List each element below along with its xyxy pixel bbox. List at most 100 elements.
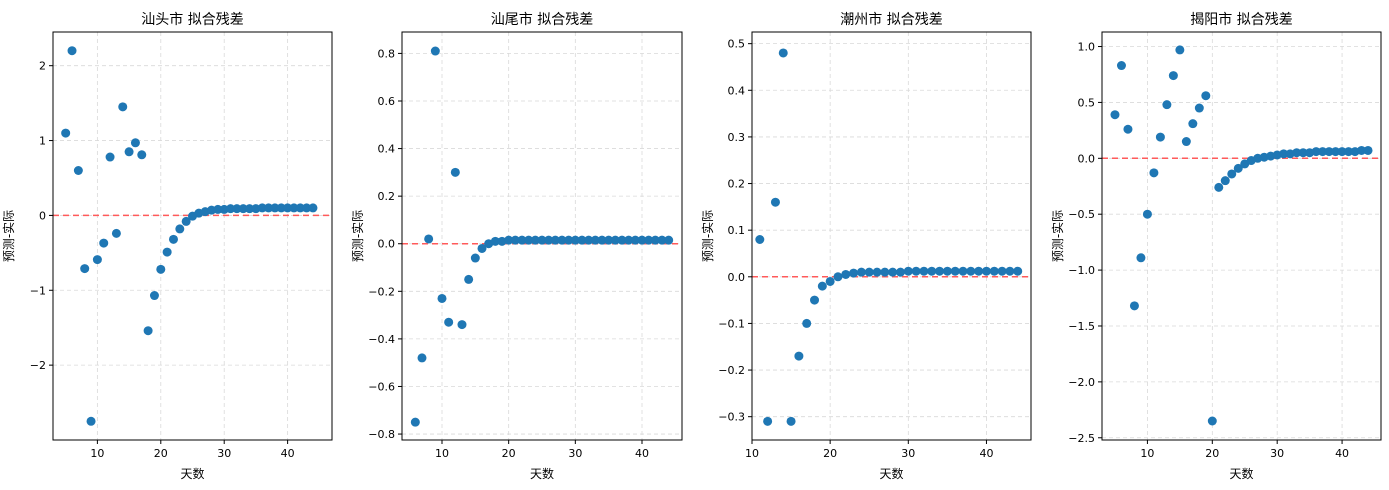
data-point bbox=[1110, 110, 1120, 120]
data-point bbox=[477, 243, 487, 253]
data-point bbox=[1331, 147, 1341, 157]
data-point bbox=[149, 291, 159, 301]
data-point bbox=[778, 48, 788, 58]
y-tick-label: −0.4 bbox=[368, 333, 395, 346]
data-point bbox=[637, 235, 647, 245]
data-point bbox=[880, 267, 890, 277]
data-point bbox=[270, 203, 280, 213]
plot-frame bbox=[52, 31, 333, 441]
data-point bbox=[245, 204, 255, 214]
data-point bbox=[1363, 145, 1373, 155]
data-point bbox=[584, 235, 594, 245]
data-point bbox=[544, 235, 554, 245]
data-point bbox=[1142, 209, 1152, 219]
data-point bbox=[919, 266, 929, 276]
x-axis-label: 天数 bbox=[879, 466, 903, 481]
data-point bbox=[308, 203, 318, 213]
data-point bbox=[118, 102, 128, 112]
data-point bbox=[264, 203, 274, 213]
data-point bbox=[517, 235, 527, 245]
data-point bbox=[1324, 147, 1334, 157]
data-point bbox=[557, 235, 567, 245]
x-tick-label: 20 bbox=[154, 447, 168, 460]
x-tick-label: 30 bbox=[901, 447, 915, 460]
y-tick-label: 0.5 bbox=[728, 38, 746, 51]
data-point bbox=[1227, 169, 1237, 179]
data-point bbox=[86, 416, 96, 426]
data-point bbox=[80, 264, 90, 274]
data-point bbox=[935, 266, 945, 276]
x-tick-label: 40 bbox=[281, 447, 295, 460]
x-tick-label: 40 bbox=[1335, 447, 1349, 460]
data-point bbox=[864, 267, 874, 277]
data-point bbox=[99, 238, 109, 248]
x-tick-label: 30 bbox=[1270, 447, 1284, 460]
data-point bbox=[786, 416, 796, 426]
data-point bbox=[1201, 91, 1211, 101]
data-point bbox=[1005, 266, 1015, 276]
data-point bbox=[156, 264, 166, 274]
data-point bbox=[1344, 147, 1354, 157]
y-tick-label: 0.4 bbox=[728, 84, 746, 97]
data-point bbox=[833, 272, 843, 282]
data-point bbox=[530, 235, 540, 245]
x-tick-label: 10 bbox=[745, 447, 759, 460]
data-point bbox=[550, 235, 560, 245]
y-tick-label: −1.0 bbox=[1068, 264, 1095, 277]
data-point bbox=[137, 150, 147, 160]
y-axis-label: 预测-实际 bbox=[350, 210, 365, 262]
y-tick-label: −0.2 bbox=[718, 364, 745, 377]
data-point bbox=[755, 234, 765, 244]
y-tick-label: −1 bbox=[30, 284, 46, 297]
data-point bbox=[490, 236, 500, 246]
data-point bbox=[1116, 61, 1126, 71]
data-point bbox=[238, 204, 248, 214]
data-point bbox=[825, 276, 835, 286]
chart-title: 汕尾市 拟合残差 bbox=[491, 11, 593, 28]
data-point bbox=[470, 253, 480, 263]
data-point bbox=[232, 204, 242, 214]
data-point bbox=[911, 266, 921, 276]
data-point bbox=[1214, 182, 1224, 192]
y-tick-label: 0.1 bbox=[728, 224, 746, 237]
data-point bbox=[162, 247, 172, 257]
x-axis-label: 天数 bbox=[180, 466, 204, 481]
panel-3: 10 20 30 40 −0.3 −0.2 −0.1 0.0 0.1 0.2 0.3 0.4 0.5 潮州… bbox=[700, 11, 1032, 481]
data-point bbox=[61, 128, 71, 138]
data-point bbox=[437, 293, 447, 303]
y-tick-label: 0.3 bbox=[728, 131, 746, 144]
y-tick-label: 0.0 bbox=[1078, 152, 1096, 165]
data-point bbox=[872, 267, 882, 277]
chart-title: 汕头市 拟合残差 bbox=[141, 11, 243, 28]
data-point bbox=[644, 235, 654, 245]
x-tick-label: 20 bbox=[1205, 447, 1219, 460]
data-point bbox=[105, 152, 115, 162]
data-point bbox=[1168, 71, 1178, 81]
plot-frame bbox=[1101, 31, 1382, 441]
data-point bbox=[650, 235, 660, 245]
x-axis-label: 天数 bbox=[1229, 466, 1253, 481]
data-point bbox=[464, 274, 474, 284]
y-tick-label: −2.0 bbox=[1068, 376, 1095, 389]
y-tick-label: 0.6 bbox=[378, 95, 396, 108]
x-tick-label: 10 bbox=[90, 447, 104, 460]
data-point bbox=[524, 235, 534, 245]
data-point bbox=[497, 236, 507, 246]
x-axis-label: 天数 bbox=[530, 466, 554, 481]
panel-4: 10 20 30 40 −2.5 −2.0 −1.5 −1.0 −0.5 0.0 0.5 1.0 揭阳市… bbox=[1050, 11, 1382, 481]
y-tick-label: −1.5 bbox=[1068, 320, 1095, 333]
data-point bbox=[73, 165, 83, 175]
data-point bbox=[802, 318, 812, 328]
data-point bbox=[989, 266, 999, 276]
data-point bbox=[181, 216, 191, 226]
x-tick-label: 20 bbox=[823, 447, 837, 460]
data-point bbox=[1188, 119, 1198, 129]
data-point bbox=[604, 235, 614, 245]
x-tick-label: 40 bbox=[979, 447, 993, 460]
data-point bbox=[1181, 137, 1191, 147]
data-point bbox=[630, 235, 640, 245]
y-tick-label: −2.5 bbox=[1068, 432, 1095, 445]
data-point bbox=[849, 268, 859, 278]
y-tick-label: −0.6 bbox=[368, 380, 395, 393]
y-tick-label: 0.0 bbox=[728, 271, 746, 284]
